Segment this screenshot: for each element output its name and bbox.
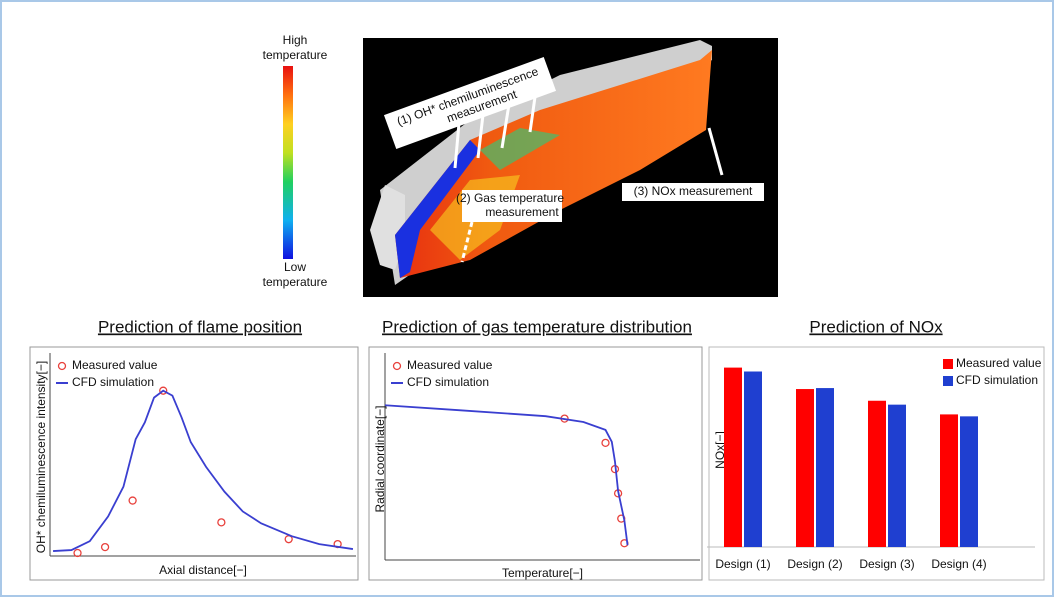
legend-swatch <box>943 376 953 386</box>
legend-label: CFD simulation <box>72 375 154 389</box>
bar <box>868 401 886 547</box>
legend-label: Measured value <box>956 356 1042 370</box>
x-tick-label: Design (4) <box>931 557 986 571</box>
bar <box>744 372 762 548</box>
bar <box>816 388 834 547</box>
bar <box>888 405 906 547</box>
legend-label: Measured value <box>407 358 493 372</box>
x-tick-label: Design (1) <box>715 557 770 571</box>
y-axis-label: Radial coordinate[−] <box>373 405 387 512</box>
x-tick-label: Design (2) <box>787 557 842 571</box>
legend-label: Measured value <box>72 358 158 372</box>
legend-swatch <box>943 359 953 369</box>
bar <box>960 416 978 547</box>
label-3: (3) NOx measurement <box>634 184 753 198</box>
x-axis-label: Temperature[−] <box>502 566 583 580</box>
cfd-image <box>363 38 778 297</box>
color-bar <box>283 66 293 259</box>
bar <box>796 389 814 547</box>
bar <box>940 414 958 547</box>
chart-title: Prediction of gas temperature distributi… <box>382 317 692 336</box>
legend-label: CFD simulation <box>407 375 489 389</box>
y-axis-label: OH* chemiluminescence intensity[−] <box>34 361 48 553</box>
x-tick-label: Design (3) <box>859 557 914 571</box>
bar <box>724 368 742 547</box>
chart-title: Prediction of flame position <box>98 317 302 336</box>
legend-label: CFD simulation <box>956 373 1038 387</box>
chart-title: Prediction of NOx <box>809 317 943 336</box>
figure: Hightemperature Lowtemperature (1) OH* c… <box>0 0 1054 597</box>
x-axis-label: Axial distance[−] <box>159 563 247 577</box>
